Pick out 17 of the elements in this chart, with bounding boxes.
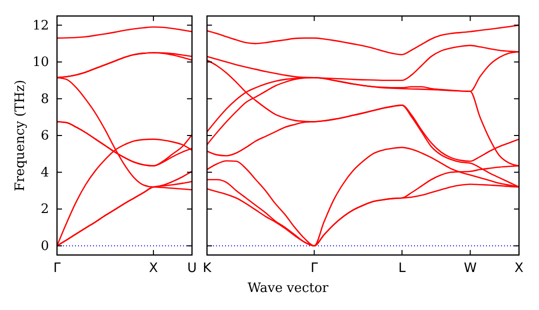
x-tick-label: X [514,261,524,276]
x-tick-label: Γ [53,261,62,276]
y-tick-label: 0 [40,238,49,254]
y-tick-label: 8 [40,92,49,107]
x-tick-label: Γ [310,261,319,276]
x-tick-label: K [202,261,212,276]
y-tick-label: 10 [32,55,49,70]
y-tick-label: 6 [40,128,49,144]
y-axis-title: Frequency (THz) [13,80,28,192]
x-tick-label: U [187,261,197,276]
x-tick-label: X [148,261,158,276]
y-tick-label: 12 [32,18,49,34]
x-tick-label: L [398,261,406,276]
y-tick-label: 2 [40,202,49,218]
x-axis-title: Wave vector [248,281,330,296]
x-tick-label: W [464,261,477,276]
y-tick-label: 4 [40,165,49,180]
